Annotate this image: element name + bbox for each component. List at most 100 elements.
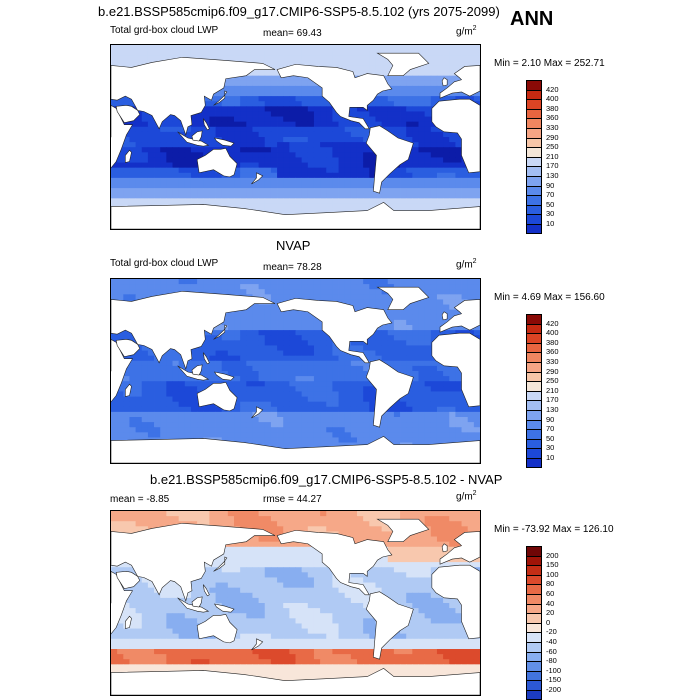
colorbar-tick-label: 130 xyxy=(546,171,559,180)
landmass-britain xyxy=(441,543,448,553)
panel-3-title: b.e21.BSSP585cmip6.f09_g17.CMIP6-SSP5-8.… xyxy=(150,472,503,487)
season-label: ANN xyxy=(510,8,554,30)
panel-3-rmse-label: rmse = 44.27 xyxy=(263,494,322,505)
landmass-west-africa xyxy=(431,332,480,408)
landmass-madagascar xyxy=(125,615,132,629)
colorbar-box xyxy=(526,584,542,594)
landmass-asia xyxy=(111,522,276,602)
panel-2-variable-label: Total grd-box cloud LWP xyxy=(110,258,219,269)
landmass-arabia xyxy=(115,105,141,123)
colorbar-tick-label: 400 xyxy=(546,328,559,338)
landmass-asia xyxy=(111,56,276,136)
landmass-arabia xyxy=(115,339,141,357)
colorbar-box xyxy=(526,352,542,362)
colorbar-box xyxy=(526,342,542,353)
colorbar-tick-label: 200 xyxy=(546,550,559,560)
landmass-newguinea xyxy=(213,137,235,147)
colorbar-box xyxy=(526,457,542,468)
colorbar-tick-label: -80 xyxy=(546,656,557,666)
panel-2-map xyxy=(110,278,481,464)
colorbar-tick-label: 330 xyxy=(546,123,559,132)
colorbar-tick-label: 40 xyxy=(546,598,555,608)
map-field-svg xyxy=(111,45,480,229)
colorbar-box xyxy=(526,361,542,372)
landmass-britain xyxy=(441,311,448,321)
colorbar-tick-label: 380 xyxy=(546,103,559,113)
colorbar-tick-label: 400 xyxy=(546,94,559,104)
landmass-namerica xyxy=(276,530,393,596)
panel-1-variable-label: Total grd-box cloud LWP xyxy=(110,25,219,36)
landmass-borneo xyxy=(191,596,203,608)
colorbar-tick-label: 100 xyxy=(546,569,559,579)
colorbar-box xyxy=(526,166,542,176)
colorbar-box xyxy=(526,80,542,90)
colorbar-box xyxy=(526,185,542,196)
landmass-madagascar xyxy=(125,149,132,163)
colorbar-tick-label: 330 xyxy=(546,357,559,366)
landmass-japan xyxy=(213,90,228,106)
colorbar-tick-label: 20 xyxy=(546,608,555,618)
landmass-philippines xyxy=(203,352,210,365)
colorbar-box xyxy=(526,147,542,157)
colorbar-tick-label: 380 xyxy=(546,337,559,347)
panel-2-units: g/m2 xyxy=(456,258,477,271)
landmass-australia xyxy=(196,613,238,644)
colorbar-tick-label: 10 xyxy=(546,453,555,462)
colorbar-tick-label: 420 xyxy=(546,84,559,94)
colorbar-box xyxy=(526,448,542,458)
colorbar-box xyxy=(526,574,542,585)
panel-2-title: NVAP xyxy=(276,238,311,253)
colorbar-box xyxy=(526,409,542,420)
landmass-samerica xyxy=(365,591,414,660)
colorbar-tick-label: -40 xyxy=(546,637,557,646)
colorbar-tick-label: 210 xyxy=(546,385,559,395)
panel-1-title: b.e21.BSSP585cmip6.f09_g17.CMIP6-SSP5-8.… xyxy=(98,4,500,19)
panel-3-minmax: Min = -73.92 Max = 126.10 xyxy=(494,524,614,535)
colorbar-box xyxy=(526,108,542,119)
colorbar-box xyxy=(526,400,542,410)
colorbar-box xyxy=(526,214,542,224)
landmass-europe xyxy=(439,65,480,99)
colorbar-box xyxy=(526,390,542,401)
landmass-philippines xyxy=(203,118,210,131)
landmass-indonesia xyxy=(177,365,210,381)
colorbar-box xyxy=(526,689,542,700)
colorbar-box xyxy=(526,419,542,430)
colorbar-tick-label: 80 xyxy=(546,579,555,589)
colorbar-box xyxy=(526,323,542,334)
colorbar-tick-label: 70 xyxy=(546,190,555,200)
colorbar-tick-label: -150 xyxy=(546,675,562,685)
colorbar-tick-label: 50 xyxy=(546,199,555,209)
landmass-samerica xyxy=(365,125,414,194)
colorbar-box xyxy=(526,175,542,186)
colorbar-box xyxy=(526,546,542,556)
panel-1-map xyxy=(110,44,481,230)
landmass-indonesia xyxy=(177,597,210,613)
landmass-europe xyxy=(439,299,480,333)
landmass-africa xyxy=(111,104,134,169)
landmass-australia xyxy=(196,381,238,412)
panel-2-mean-label: mean= 78.28 xyxy=(263,262,322,273)
panel-1-units: g/m2 xyxy=(456,25,477,38)
colorbar-box xyxy=(526,137,542,148)
landmass-nz xyxy=(251,638,264,651)
colorbar-tick-label: 250 xyxy=(546,376,559,386)
landmass-japan xyxy=(213,556,228,572)
colorbar-box xyxy=(526,204,542,215)
colorbar-box xyxy=(526,371,542,382)
landmass-nz xyxy=(251,172,264,185)
colorbar-box xyxy=(526,613,542,623)
panel-3-map xyxy=(110,510,481,696)
landmass-west-africa xyxy=(431,98,480,174)
landmass-asia xyxy=(111,290,276,370)
colorbar-box xyxy=(526,622,542,633)
landmass-samerica xyxy=(365,359,414,428)
colorbar-box xyxy=(526,641,542,652)
landmass-greenland xyxy=(376,52,430,76)
landmass-europe xyxy=(439,531,480,565)
colorbar-tick-label: 250 xyxy=(546,142,559,152)
colorbar-box xyxy=(526,632,542,642)
landmass-antarctica xyxy=(111,202,480,229)
colorbar-box xyxy=(526,381,542,391)
landmass-borneo xyxy=(191,364,203,376)
